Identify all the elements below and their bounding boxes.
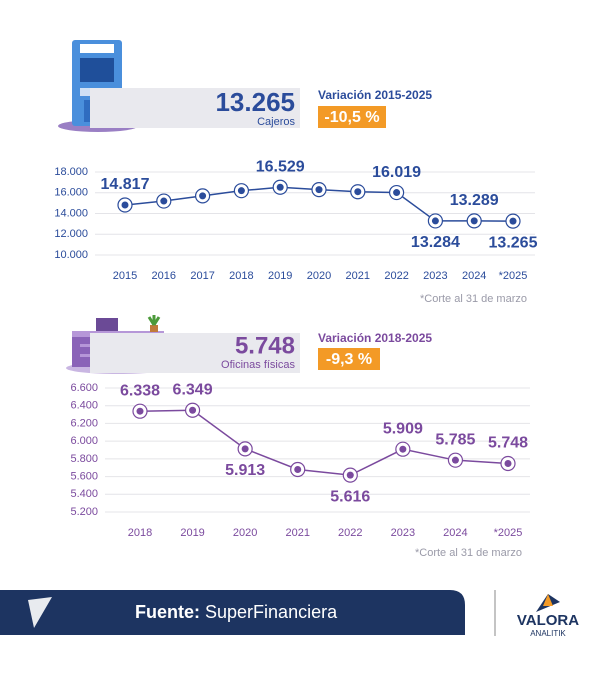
y-tick-label: 6.600 bbox=[70, 382, 98, 394]
y-tick-label: 14.000 bbox=[54, 207, 88, 219]
point bbox=[189, 406, 197, 414]
data-label: 13.284 bbox=[411, 234, 460, 251]
variation-box bbox=[318, 106, 386, 128]
point bbox=[241, 445, 249, 453]
x-tick-label: 2021 bbox=[346, 270, 370, 282]
source-name: SuperFinanciera bbox=[205, 602, 338, 622]
point bbox=[451, 456, 459, 464]
x-tick-label: 2018 bbox=[128, 527, 152, 539]
y-tick-label: 6.400 bbox=[70, 400, 98, 412]
y-tick-label: 5.200 bbox=[70, 506, 98, 518]
x-tick-label: 2022 bbox=[338, 527, 362, 539]
x-tick-label: *2025 bbox=[494, 527, 523, 539]
point bbox=[136, 407, 144, 415]
y-tick-label: 5.400 bbox=[70, 488, 98, 500]
headline: 5.748 bbox=[235, 332, 295, 359]
x-tick-label: *2025 bbox=[499, 270, 528, 282]
point bbox=[393, 189, 401, 197]
x-tick-label: 2018 bbox=[229, 270, 253, 282]
data-label: 6.349 bbox=[173, 381, 213, 398]
x-tick-label: 2016 bbox=[152, 270, 176, 282]
point bbox=[315, 186, 323, 194]
x-tick-label: 2020 bbox=[307, 270, 331, 282]
x-tick-label: 2023 bbox=[423, 270, 447, 282]
y-tick-label: 18.000 bbox=[54, 166, 88, 178]
x-tick-label: 2024 bbox=[462, 270, 486, 282]
brand: VALORA bbox=[517, 612, 579, 629]
x-tick-label: 2017 bbox=[190, 270, 214, 282]
data-label: 5.748 bbox=[488, 435, 528, 452]
data-label: 14.817 bbox=[101, 176, 150, 193]
x-tick-label: 2024 bbox=[443, 527, 467, 539]
point bbox=[160, 197, 168, 205]
data-label: 16.529 bbox=[256, 158, 305, 175]
note: *Corte al 31 de marzo bbox=[420, 293, 527, 305]
y-tick-label: 5.600 bbox=[70, 470, 98, 482]
y-tick-label: 10.000 bbox=[54, 249, 88, 261]
point bbox=[199, 192, 207, 200]
variation-label: Variación 2018-2025 bbox=[318, 331, 432, 345]
source: Fuente: SuperFinanciera bbox=[135, 602, 338, 622]
data-label: 16.019 bbox=[372, 164, 421, 181]
point bbox=[504, 459, 512, 467]
variation-label: Variación 2015-2025 bbox=[318, 88, 432, 102]
variation: -9,3 % bbox=[326, 351, 372, 368]
point bbox=[399, 445, 407, 453]
brand-sub: ANALITIK bbox=[530, 629, 566, 638]
data-label: 5.909 bbox=[383, 420, 423, 437]
headline: 13.265 bbox=[215, 87, 295, 117]
line bbox=[139, 409, 509, 476]
point bbox=[509, 217, 517, 225]
x-tick-label: 2023 bbox=[391, 527, 415, 539]
data-label: 5.616 bbox=[330, 488, 370, 505]
variation: -10,5 % bbox=[324, 109, 379, 126]
headline-box bbox=[90, 88, 300, 128]
point bbox=[470, 217, 478, 225]
brand-logo bbox=[543, 594, 553, 606]
x-tick-label: 2020 bbox=[233, 527, 257, 539]
data-label: 6.338 bbox=[120, 382, 160, 399]
point bbox=[121, 201, 129, 209]
x-tick-label: 2019 bbox=[268, 270, 292, 282]
point bbox=[294, 465, 302, 473]
footer-band bbox=[0, 590, 465, 635]
y-tick-label: 12.000 bbox=[54, 228, 88, 240]
variation-box bbox=[318, 348, 380, 370]
data-label: 13.289 bbox=[450, 192, 499, 209]
data-label: 13.265 bbox=[489, 234, 538, 251]
y-tick-label: 5.800 bbox=[70, 453, 98, 465]
x-tick-label: 2015 bbox=[113, 270, 137, 282]
data-label: 5.913 bbox=[225, 462, 265, 479]
x-tick-label: 2022 bbox=[384, 270, 408, 282]
x-tick-label: 2021 bbox=[285, 527, 309, 539]
point bbox=[346, 471, 354, 479]
headline-label: Cajeros bbox=[257, 116, 295, 128]
point bbox=[276, 183, 284, 191]
point bbox=[431, 217, 439, 225]
y-tick-label: 6.200 bbox=[70, 417, 98, 429]
y-tick-label: 16.000 bbox=[54, 187, 88, 199]
point bbox=[237, 187, 245, 195]
headline-label: Oficinas físicas bbox=[221, 359, 295, 371]
x-tick-label: 2019 bbox=[180, 527, 204, 539]
point bbox=[354, 188, 362, 196]
source-label: Fuente: bbox=[135, 602, 200, 622]
note: *Corte al 31 de marzo bbox=[415, 547, 522, 559]
data-label: 5.785 bbox=[435, 431, 475, 448]
y-tick-label: 6.000 bbox=[70, 435, 98, 447]
headline-box bbox=[90, 333, 300, 373]
footer-logo bbox=[28, 597, 52, 628]
